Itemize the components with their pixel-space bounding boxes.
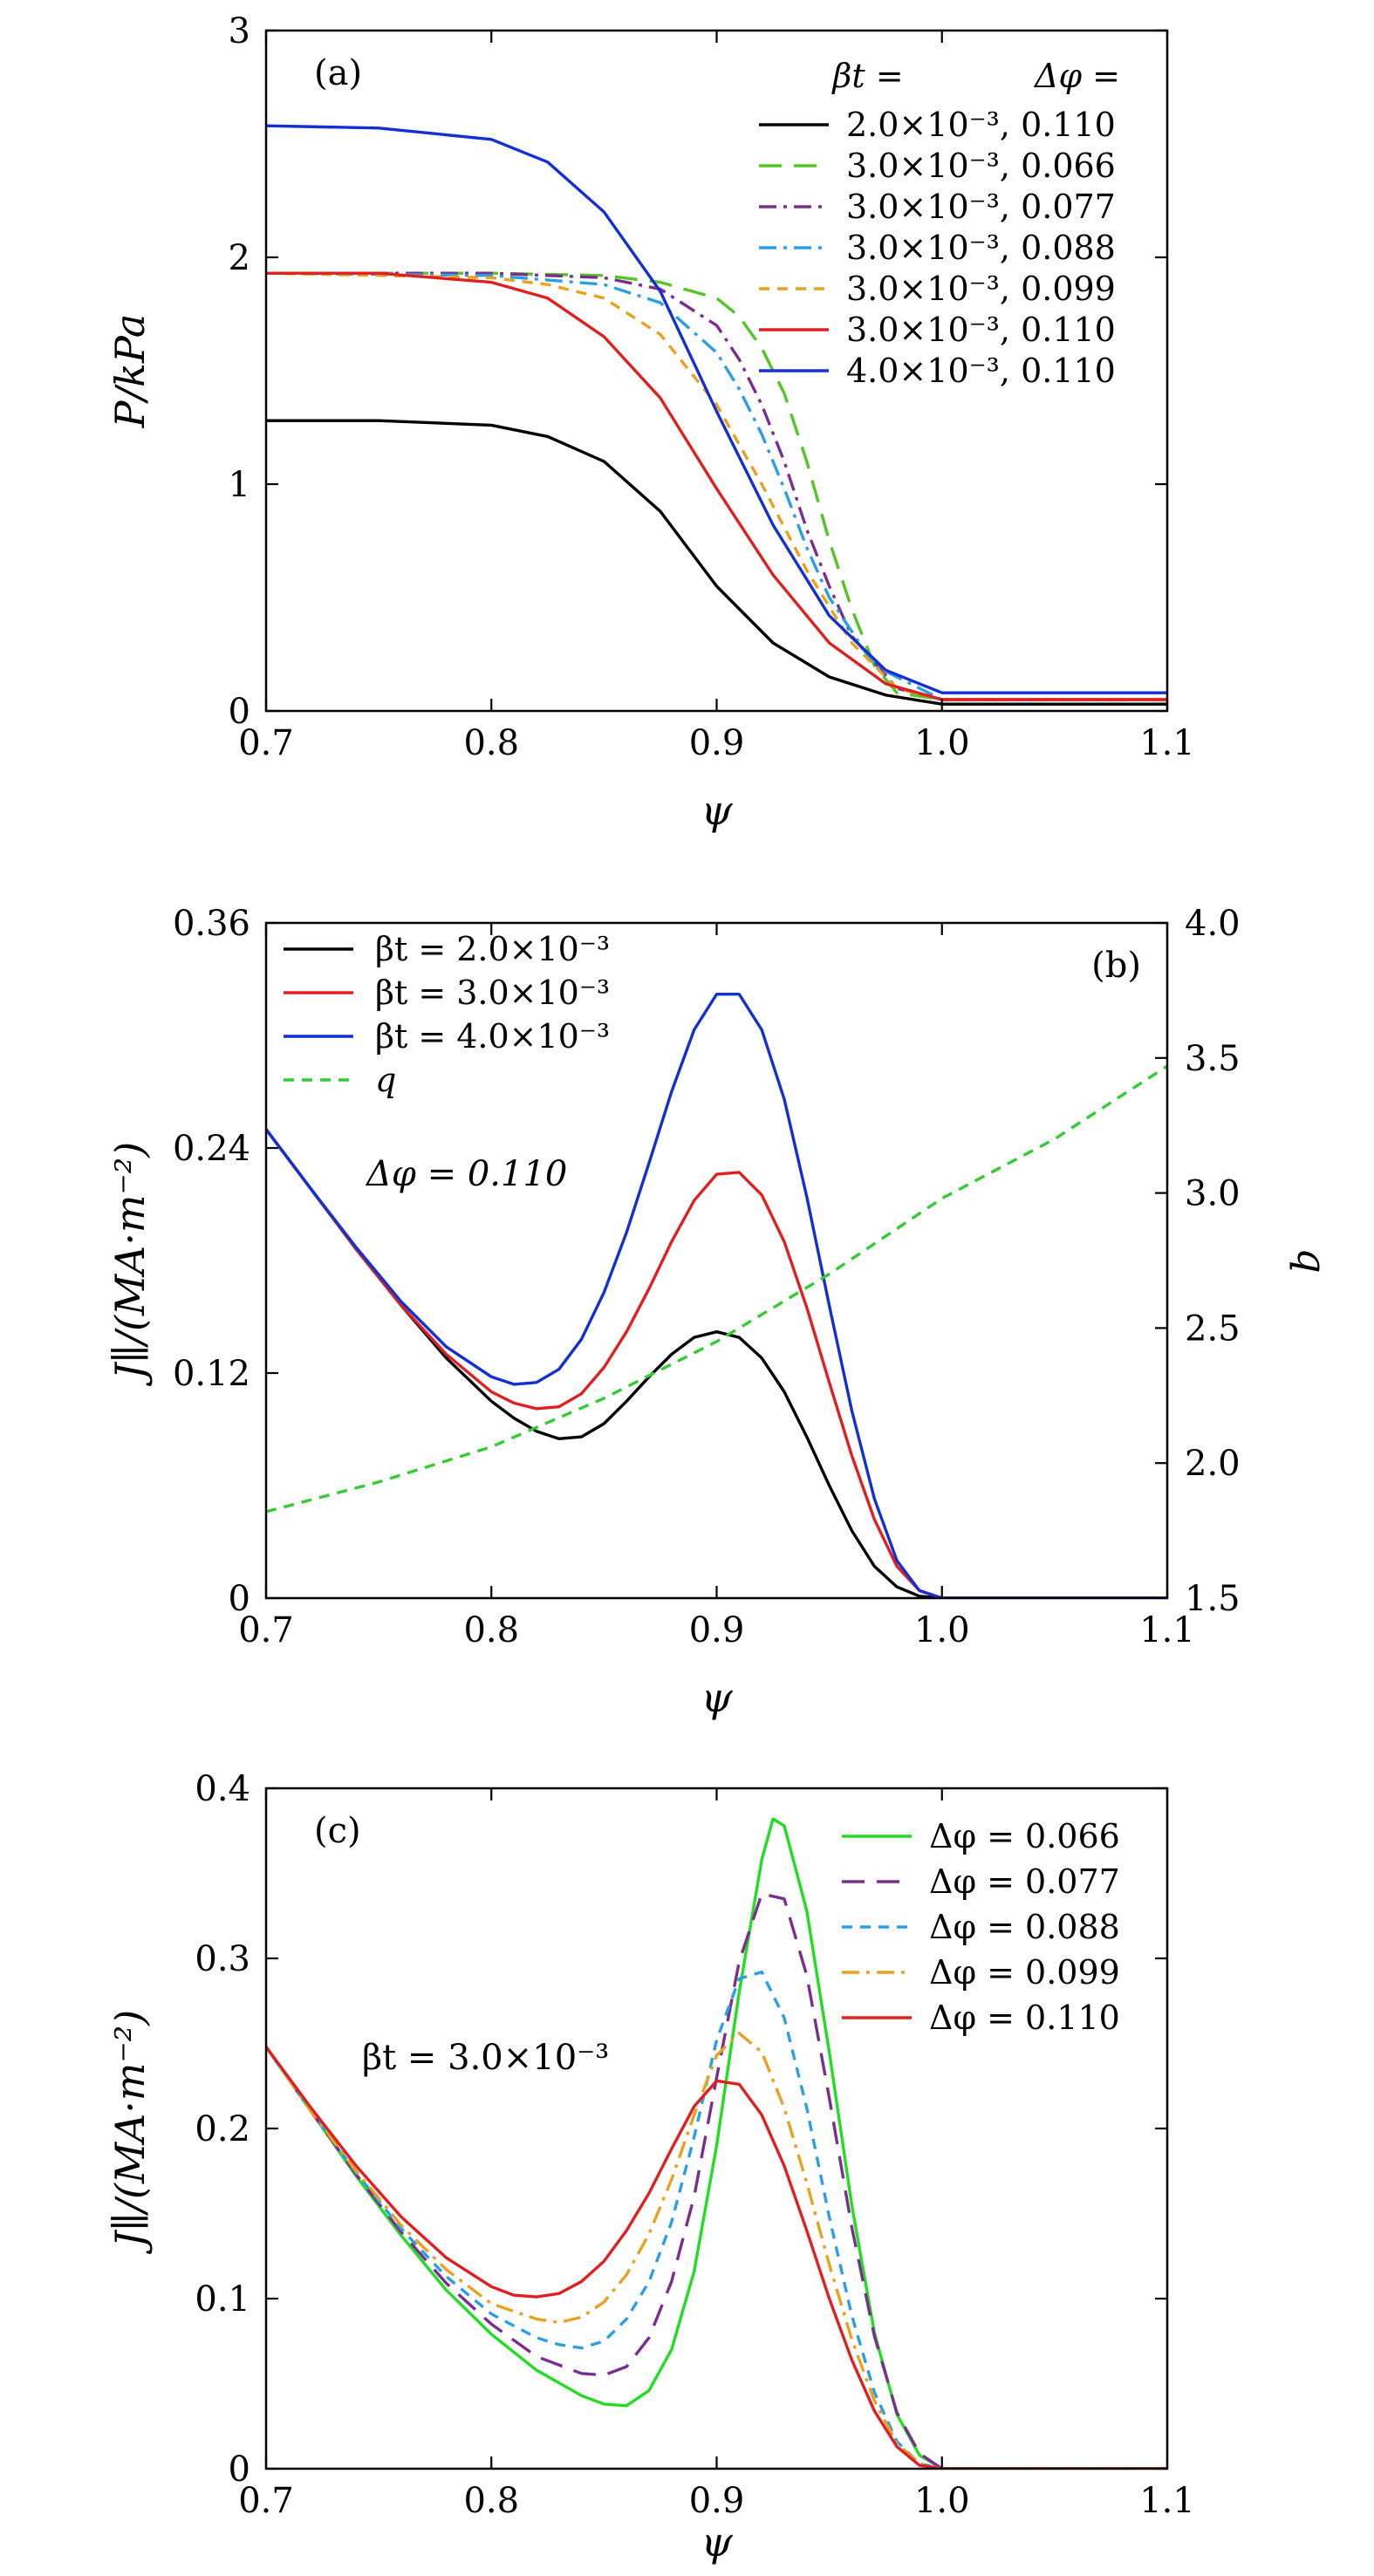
series-line-4 [266, 271, 1167, 701]
legend-header-delta: Δφ = [1033, 57, 1120, 95]
x-tick-label: 1.0 [914, 723, 970, 763]
series-line-2 [266, 1128, 1167, 1598]
series-line-4 [266, 1064, 1167, 1513]
series-line-3 [266, 1970, 1167, 2469]
series-line-1 [266, 419, 1167, 706]
x-axis-title: ψ [701, 787, 733, 834]
legend-label-4: Δφ = 0.099 [929, 1953, 1120, 1992]
legend-label-3: 3.0×10⁻³, 0.077 [846, 188, 1116, 226]
legend-label-2: βt = 3.0×10⁻³ [375, 974, 610, 1012]
y-tick-label: 0 [229, 2450, 250, 2490]
x-tick-label: 1.0 [914, 1610, 970, 1650]
y2-tick-label: 4.0 [1185, 904, 1241, 944]
y2-tick-label: 2.0 [1185, 1444, 1241, 1484]
series-line-7 [266, 124, 1167, 694]
series-group [266, 1817, 1167, 2469]
annotation: Δφ = 0.110 [365, 1154, 567, 1194]
x-tick-label: 0.8 [463, 1610, 519, 1650]
panel-label: (b) [1091, 946, 1141, 986]
legend-label-2: Δφ = 0.077 [929, 1862, 1120, 1901]
chart-panel-c: 0.7 0.8 0.9 1.0 1.1 0 0.1 0.2 0.3 0.4 ψ J∥/(MA·m⁻²)… [106, 1769, 1195, 2566]
y2-tick-label: 2.5 [1185, 1308, 1241, 1349]
x-tick-label: 1.0 [914, 2481, 970, 2521]
x-axis-title: ψ [701, 2518, 733, 2566]
legend-header-beta: βt = [831, 57, 903, 95]
series-line-2 [266, 1892, 1167, 2469]
y-tick-label: 0 [229, 1579, 250, 1619]
legend-label-3: Δφ = 0.088 [929, 1908, 1120, 1946]
series-line-5 [266, 2046, 1167, 2469]
y-axis-title: J∥/(MA·m⁻²) [106, 2010, 154, 2254]
legend-label-1: Δφ = 0.066 [929, 1817, 1120, 1855]
y-axis-title: P/kPa [106, 314, 154, 429]
legend-label-3: βt = 4.0×10⁻³ [375, 1017, 610, 1056]
legend-label-2: 3.0×10⁻³, 0.066 [846, 147, 1116, 185]
x-tick-label: 0.9 [689, 1610, 745, 1650]
y-tick-label: 1 [229, 465, 250, 505]
chart-panel-b: 0.7 0.8 0.9 1.0 1.1 0 0.12 0.24 0.36 1.5 2.0 2.5 3.0… [106, 904, 1336, 1721]
x-axis-title: ψ [701, 1674, 733, 1721]
x-tick-label: 0.9 [689, 2481, 745, 2521]
y2-axis-title: q [1289, 1247, 1336, 1273]
x-tick-label: 0.9 [689, 723, 745, 763]
x-tick-label: 1.1 [1139, 1610, 1195, 1650]
y-tick-label: 0.36 [173, 904, 250, 944]
y-tick-label: 2 [229, 238, 250, 278]
x-tick-label: 1.1 [1139, 723, 1195, 763]
y-tick-label: 0.4 [195, 1769, 250, 1809]
x-tick-label: 0.8 [463, 2481, 519, 2521]
legend-label-7: 4.0×10⁻³, 0.110 [846, 352, 1116, 390]
x-tick-label: 0.7 [238, 723, 294, 763]
y-tick-label: 0.2 [195, 2109, 250, 2149]
y-tick-label: 0.1 [195, 2279, 250, 2320]
panel-label: (a) [314, 53, 362, 93]
legend-label-1: βt = 2.0×10⁻³ [375, 930, 610, 968]
legend-label-4: 3.0×10⁻³, 0.088 [846, 229, 1116, 267]
x-tick-label: 0.7 [238, 2481, 294, 2521]
y-axis-title: J∥/(MA·m⁻²) [106, 1142, 154, 1386]
y-tick-label: 0 [229, 692, 250, 732]
x-tick-label: 1.1 [1139, 2481, 1195, 2521]
series-line-2 [266, 271, 1167, 701]
y2-tick-label: 3.5 [1185, 1039, 1241, 1079]
legend: βt = 2.0×10⁻³ βt = 3.0×10⁻³ βt = 4.0×10⁻³ q [284, 930, 610, 1099]
y2-tick-label: 1.5 [1185, 1579, 1241, 1619]
chart-panel-a: 0.7 0.8 0.9 1.0 1.1 0 1 2 3 ψ P/kPa (a) βt = Δφ = 2.0×… [106, 11, 1195, 834]
y-tick-label: 0.12 [173, 1354, 250, 1394]
series-line-3 [266, 992, 1167, 1598]
panel-label: (c) [314, 1811, 361, 1851]
x-tick-label: 0.7 [238, 1610, 294, 1650]
series-line-1 [266, 1128, 1167, 1598]
legend-label-1: 2.0×10⁻³, 0.110 [846, 106, 1116, 144]
y2-tick-label: 3.0 [1185, 1174, 1241, 1214]
y-tick-label: 0.3 [195, 1939, 250, 1979]
series-line-3 [266, 271, 1167, 701]
legend-label-4: q [375, 1061, 396, 1099]
annotation: βt = 3.0×10⁻³ [362, 2038, 609, 2078]
legend-label-5: Δφ = 0.110 [929, 1999, 1120, 2037]
series-group [266, 992, 1167, 1598]
y-tick-label: 0.24 [173, 1129, 250, 1169]
legend-label-6: 3.0×10⁻³, 0.110 [846, 311, 1116, 349]
series-line-1 [266, 1817, 1167, 2469]
y-tick-label: 3 [229, 11, 250, 51]
series-line-4 [266, 2032, 1167, 2469]
legend: Δφ = 0.066 Δφ = 0.077 Δφ = 0.088 Δφ = 0.099… [842, 1817, 1120, 2037]
x-tick-label: 0.8 [463, 723, 519, 763]
legend-label-5: 3.0×10⁻³, 0.099 [846, 270, 1116, 308]
